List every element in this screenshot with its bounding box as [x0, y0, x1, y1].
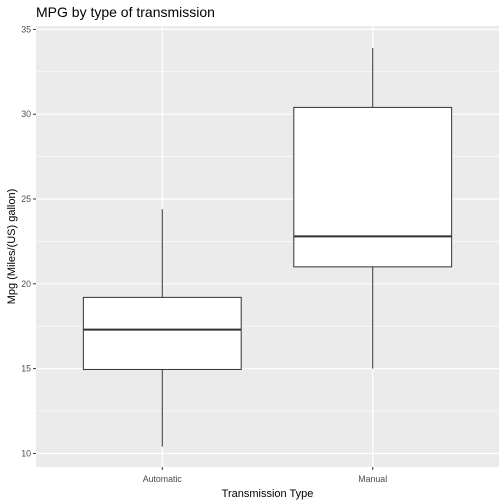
y-tick-label: 20 — [21, 279, 31, 289]
y-tick-label: 25 — [21, 194, 31, 204]
y-axis-ticks: 10 15 20 25 30 35 — [21, 24, 36, 458]
y-axis-title: Mpg (Miles/(US) gallon) — [6, 189, 18, 305]
x-tick-label: Automatic — [143, 474, 183, 484]
y-tick-label: 15 — [21, 364, 31, 374]
interquartile-box — [293, 106, 453, 268]
interquartile-box — [82, 296, 242, 370]
y-tick-label: 30 — [21, 109, 31, 119]
chart-title: MPG by type of transmission — [36, 4, 215, 20]
y-tick-label: 10 — [21, 448, 31, 458]
y-tick-label: 35 — [21, 24, 31, 34]
x-axis-title: Transmission Type — [222, 488, 314, 500]
box-series — [82, 48, 453, 447]
x-tick-label: Manual — [358, 474, 387, 484]
box-manual — [293, 48, 453, 369]
box-automatic — [82, 209, 242, 447]
x-axis-ticks: Automatic Manual — [143, 467, 387, 484]
